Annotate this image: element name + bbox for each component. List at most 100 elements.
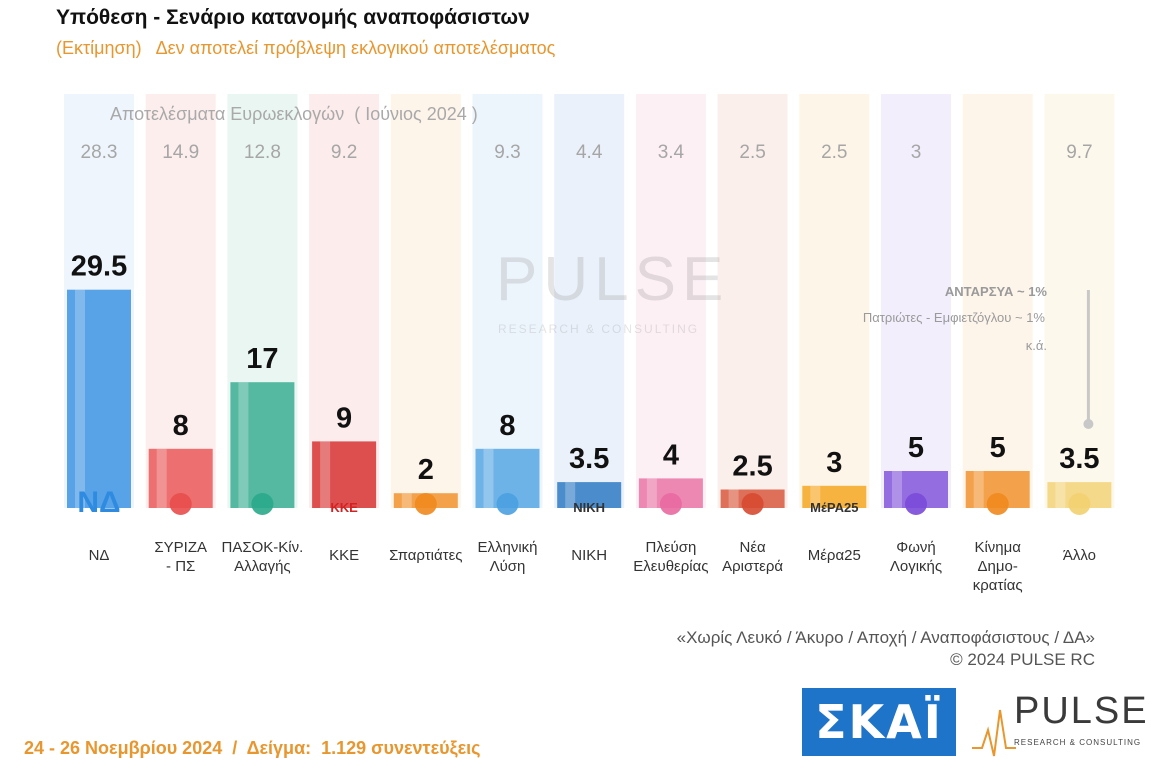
survey-info: 24 - 26 Νοεμβρίου 2024 / Δείγμα: 1.129 σ… — [24, 738, 481, 758]
previous-result-label: 9.7 — [1066, 142, 1092, 163]
party-logo-icon — [496, 493, 519, 515]
category-label: Κίνημα — [974, 539, 1021, 556]
bar-highlight — [238, 382, 249, 508]
category-label: ΝΙΚΗ — [571, 547, 607, 564]
annotation-antarsya: ΑΝΤΑΡΣΥΑ ~ 1% — [944, 284, 1047, 299]
column-background — [799, 94, 870, 508]
bar-value-label: 3 — [826, 447, 842, 479]
category-label: Δημο- — [978, 558, 1018, 575]
category-label: Λύση — [490, 558, 526, 575]
column-background — [962, 94, 1033, 508]
party-logo-icon — [169, 493, 192, 515]
bar — [67, 289, 131, 508]
previous-result-label: 3 — [911, 142, 922, 163]
column-background — [635, 94, 706, 508]
watermark-subtext: RESEARCH & CONSULTING — [498, 322, 700, 336]
bar-value-label: 5 — [990, 432, 1006, 464]
previous-result-label: 12.8 — [244, 142, 281, 163]
bar-value-label: 2 — [418, 454, 434, 486]
watermark-text: PULSE — [496, 245, 730, 314]
category-label: Μέρα25 — [808, 547, 861, 564]
bar-chart: 28.3 29.5 ΝΔ ΝΔ 14.9 8 ΣΥΡΙΖΑ - ΠΣ 12.8 17 ΠΑΣΟΚ-Κ… — [64, 94, 1115, 594]
category-label: Λογικής — [890, 558, 942, 575]
party-logo-text: ΝΙΚΗ — [573, 500, 605, 515]
bar — [230, 382, 295, 508]
bar-value-label: 29.5 — [71, 251, 127, 283]
pulse-heartbeat-icon — [972, 709, 1016, 757]
party-logo-icon — [251, 493, 274, 515]
bar-highlight — [892, 471, 902, 508]
previous-result-label: 28.3 — [81, 142, 118, 163]
annotation-connector-dot — [1083, 419, 1094, 429]
party-logo-text: ΜέΡΑ25 — [810, 500, 858, 515]
bar-value-label: 4 — [663, 439, 679, 471]
category-label: Φωνή — [896, 539, 936, 556]
bar-value-label: 2.5 — [732, 451, 772, 483]
bar-value-label: 9 — [336, 402, 352, 434]
previous-result-label: 3.4 — [658, 142, 685, 163]
annotation-patriotes: Πατριώτες - Εμφιετζόγλου ~ 1% — [862, 310, 1045, 325]
category-label: - ΠΣ — [166, 558, 195, 575]
previous-result-label: 2.5 — [821, 142, 847, 163]
party-logo-icon — [414, 493, 437, 515]
party-logo-icon — [741, 493, 764, 515]
bar-highlight — [728, 489, 739, 508]
annotation-ka: κ.ά. — [1025, 338, 1047, 353]
column-background — [472, 94, 543, 508]
previous-result-label: 9.2 — [331, 142, 357, 163]
bar-highlight — [401, 493, 412, 508]
footnote-copyright: © 2024 PULSE RC — [950, 650, 1095, 669]
bar — [802, 485, 867, 508]
previous-results-title: Αποτελέσματα Ευρωεκλογών ( Ιούνιος 2024 … — [110, 104, 478, 124]
chart-title: Υπόθεση - Σενάριο κατανομής αναποφάσιστω… — [56, 6, 530, 29]
bar-highlight — [810, 485, 821, 508]
category-label: κρατίας — [973, 577, 1023, 594]
column-background — [717, 94, 788, 508]
party-logo-icon — [905, 493, 927, 515]
pulse-logo-text: PULSE — [1014, 690, 1149, 732]
column-background — [309, 94, 380, 508]
bar-value-label: 8 — [173, 410, 189, 442]
category-label: Άλλο — [1063, 547, 1096, 564]
category-label: Πλεύση — [645, 539, 696, 556]
party-logo-icon — [1068, 493, 1091, 515]
bar-highlight — [156, 448, 167, 508]
bar — [312, 441, 377, 508]
footnote-exclusions: «Χωρίς Λευκό / Άκυρο / Αποχή / Αναποφάσι… — [676, 628, 1095, 647]
party-logo-text: ΚΚΕ — [330, 500, 358, 515]
party-logo-icon — [659, 493, 682, 515]
previous-result-label: 14.9 — [162, 142, 199, 163]
category-label: Αλλαγής — [234, 558, 291, 575]
pulse-watermark: PULSE RESEARCH & CONSULTING — [440, 244, 723, 354]
category-label: ΚΚΕ — [329, 547, 359, 564]
column-background — [1044, 94, 1115, 508]
category-label: ΠΑΣΟΚ-Κίν. — [222, 539, 304, 556]
bar-highlight — [75, 289, 85, 508]
party-logo-icon — [986, 493, 1009, 515]
party-logo-text: ΝΔ — [77, 486, 120, 519]
column-background — [881, 94, 951, 508]
bar-value-label: 3.5 — [569, 443, 609, 475]
skai-logo: ΣΚΑΪ — [802, 688, 956, 756]
bar-value-label: 17 — [246, 343, 278, 375]
pulse-logo: PULSE RESEARCH & CONSULTING — [972, 690, 1147, 758]
category-label: Αριστερά — [722, 558, 783, 575]
category-label: ΝΔ — [89, 547, 110, 564]
pulse-logo-subtext: RESEARCH & CONSULTING — [1014, 738, 1142, 747]
previous-result-label: 9.3 — [494, 142, 520, 163]
column-background — [554, 94, 625, 508]
bar-highlight — [973, 471, 984, 508]
bar-highlight — [646, 478, 657, 508]
category-label: Ελληνική — [477, 539, 537, 556]
column-background — [390, 94, 461, 508]
previous-result-label: 4.4 — [576, 142, 603, 163]
bar — [557, 482, 622, 508]
category-label: ΣΥΡΙΖΑ — [154, 539, 207, 556]
bar-value-label: 3.5 — [1059, 443, 1099, 475]
bar-highlight — [1055, 482, 1066, 508]
column-background — [145, 94, 216, 508]
previous-result-label: 2.5 — [739, 142, 765, 163]
bar-highlight — [565, 482, 576, 508]
bar-highlight — [483, 448, 494, 508]
chart-subtitle: (Εκτίμηση) Δεν αποτελεί πρόβλεψη εκλογικ… — [56, 38, 556, 58]
